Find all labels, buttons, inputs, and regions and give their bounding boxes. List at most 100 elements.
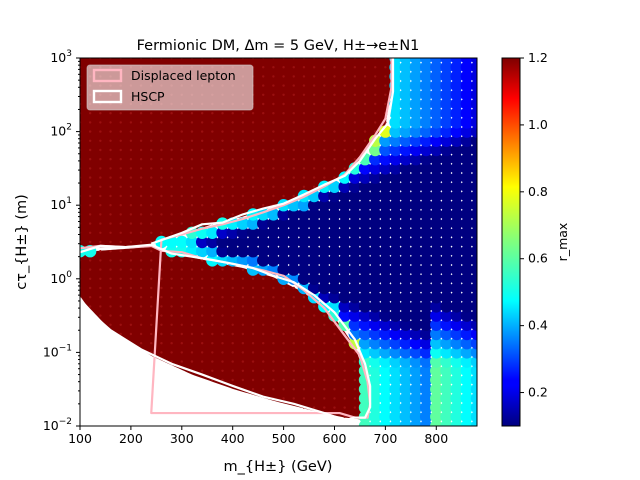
scatter-point [389, 337, 402, 350]
scatter-point [318, 235, 331, 249]
scatter-point [323, 167, 326, 170]
scatter-point [343, 75, 346, 78]
scatter-point [221, 277, 224, 280]
scatter-point [99, 250, 102, 253]
scatter-point [282, 75, 285, 78]
scatter-point [338, 309, 351, 322]
scatter-point [241, 158, 245, 161]
scatter-point [272, 342, 275, 345]
scatter-point [470, 61, 477, 74]
x-tick-label: 500 [272, 431, 296, 446]
scatter-point [251, 158, 255, 161]
scatter-point [348, 281, 362, 295]
scatter-point [379, 327, 392, 341]
scatter-point [282, 84, 285, 87]
scatter-point [180, 204, 183, 207]
scatter-point [262, 342, 265, 345]
scatter-point [312, 378, 316, 382]
scatter-point [460, 383, 474, 396]
scatter-point [379, 410, 392, 423]
scatter-point [348, 180, 362, 193]
scatter-point [419, 97, 433, 111]
scatter-point [450, 180, 463, 193]
scatter-point [150, 286, 153, 290]
scatter-point [109, 259, 112, 262]
scatter-point [119, 240, 122, 244]
scatter-point [470, 327, 477, 341]
scatter-point [88, 112, 92, 115]
scatter-point [430, 88, 443, 102]
scatter-point [180, 314, 183, 317]
scatter-point [170, 112, 173, 115]
scatter-point [231, 139, 234, 142]
scatter-point [246, 217, 260, 230]
scatter-point [251, 185, 255, 188]
scatter-point [323, 332, 326, 336]
scatter-point [241, 360, 245, 363]
scatter-point [353, 139, 357, 142]
scatter-point [343, 167, 346, 170]
scatter-point [262, 286, 265, 290]
scatter-point [419, 254, 433, 267]
scatter-point [348, 208, 362, 221]
scatter-point [292, 360, 295, 363]
scatter-point [389, 281, 402, 295]
scatter-point [292, 296, 295, 299]
scatter-point [99, 176, 102, 179]
scatter-point [302, 112, 306, 115]
scatter-point [312, 305, 316, 308]
scatter-point [277, 235, 290, 249]
scatter-point [211, 360, 214, 363]
scatter-point [399, 162, 412, 175]
scatter-point [282, 296, 285, 299]
scatter-point [338, 226, 351, 239]
scatter-point [180, 342, 183, 345]
scatter-point [190, 342, 194, 345]
scatter-point [460, 254, 474, 267]
scatter-point [241, 296, 245, 299]
scatter-point [170, 360, 173, 363]
scatter-point [272, 148, 275, 152]
scatter-point [399, 153, 412, 166]
scatter-point [287, 263, 300, 276]
scatter-point [262, 277, 265, 280]
scatter-point [211, 351, 214, 354]
scatter-point [409, 364, 423, 377]
scatter-point [109, 231, 112, 234]
scatter-point [302, 323, 306, 326]
scatter-point [312, 369, 316, 372]
scatter-point [231, 378, 234, 382]
scatter-point [348, 199, 362, 212]
scatter-point [251, 378, 255, 382]
scatter-point [129, 213, 133, 216]
scatter-point [409, 373, 423, 387]
scatter-point [160, 148, 163, 152]
scatter-point [129, 176, 133, 179]
scatter-point [231, 296, 234, 299]
scatter-point [430, 355, 443, 368]
scatter-point [399, 125, 412, 138]
scatter-point [358, 263, 372, 276]
scatter-point [211, 204, 214, 207]
scatter-point [251, 204, 255, 207]
scatter-point [450, 199, 463, 212]
scatter-point [262, 121, 265, 124]
scatter-point [399, 254, 412, 267]
scatter-point [460, 401, 474, 414]
scatter-point [251, 167, 255, 170]
scatter-point [399, 309, 412, 322]
scatter-point [195, 235, 209, 249]
scatter-point [399, 79, 412, 92]
scatter-point [236, 245, 250, 258]
scatter-point [409, 217, 423, 230]
scatter-point [333, 93, 336, 97]
scatter-point [460, 208, 474, 221]
scatter-point [190, 351, 194, 354]
scatter-point [170, 286, 173, 290]
scatter-point [399, 217, 412, 230]
scatter-point [211, 176, 214, 179]
scatter-point [139, 296, 143, 299]
scatter-point [282, 148, 285, 152]
scatter-point [312, 158, 316, 161]
scatter-point [221, 213, 224, 216]
